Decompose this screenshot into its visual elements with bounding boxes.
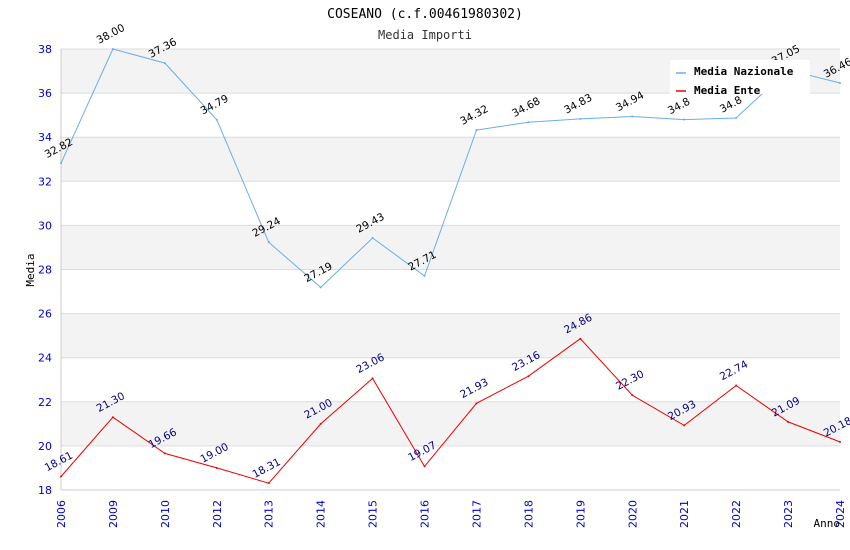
data-point: [839, 81, 841, 84]
data-point: [735, 117, 738, 120]
data-point: [839, 440, 841, 443]
y-tick-label: 34: [38, 131, 52, 144]
chart-title: COSEANO (c.f.00461980302): [327, 7, 523, 22]
grid-band: [61, 93, 840, 138]
y-tick-label: 28: [38, 264, 52, 277]
data-point: [163, 452, 166, 455]
y-tick-label: 26: [38, 308, 52, 321]
data-point: [371, 377, 374, 380]
y-tick-label: 20: [38, 440, 52, 453]
data-point: [60, 162, 62, 165]
data-point: [111, 416, 114, 419]
data-point: [111, 48, 114, 50]
data-label: 38.00: [95, 22, 127, 47]
x-tick-label: 2013: [263, 500, 276, 528]
legend-background: [670, 60, 810, 94]
x-tick-label: 2021: [678, 500, 691, 528]
data-point: [475, 129, 478, 132]
data-point: [735, 384, 738, 387]
data-point: [683, 118, 686, 121]
grid-band: [61, 401, 840, 446]
data-point: [267, 241, 270, 244]
legend: Media Nazionale Media Ente: [670, 60, 810, 97]
data-point: [579, 117, 582, 120]
x-tick-label: 2016: [419, 500, 432, 528]
series-lines: [60, 48, 841, 485]
x-tick-label: 2010: [159, 500, 172, 528]
grid-bands: [61, 49, 840, 490]
grid-band: [61, 313, 840, 358]
y-tick-label: 38: [38, 43, 52, 56]
data-point: [215, 466, 218, 469]
x-tick-label: 2012: [211, 500, 224, 528]
x-tick-label: 2022: [730, 500, 743, 528]
grid-band: [61, 445, 840, 490]
data-point: [371, 236, 374, 239]
data-point: [319, 286, 322, 289]
x-tick-label: 2006: [55, 500, 68, 528]
y-tick-labels: 18 20 22 24 26 28 30 32 34 36 38: [38, 43, 52, 497]
x-tick-label: 2017: [470, 500, 483, 528]
y-tick-label: 18: [38, 484, 52, 497]
grid-band: [61, 357, 840, 402]
y-tick-label: 30: [38, 219, 52, 232]
data-point: [527, 375, 530, 378]
data-point: [579, 337, 582, 340]
grid-band: [61, 225, 840, 270]
data-point: [787, 420, 790, 423]
y-axis-label: Media: [24, 253, 37, 286]
legend-label-media-nazionale: Media Nazionale: [694, 65, 794, 78]
x-tick-label: 2024: [834, 500, 847, 528]
data-point: [319, 422, 322, 425]
y-tick-label: 36: [38, 87, 52, 100]
data-point: [60, 475, 62, 478]
series-line-media-ente: [60, 338, 841, 484]
x-tick-label: 2014: [315, 500, 328, 528]
data-point: [527, 121, 530, 124]
grid-band: [61, 269, 840, 314]
legend-label-media-ente: Media Ente: [694, 84, 761, 97]
data-point: [423, 465, 426, 468]
data-point: [215, 118, 218, 121]
data-point: [267, 482, 270, 485]
chart-subtitle: Media Importi: [378, 28, 472, 42]
y-tick-label: 22: [38, 396, 52, 409]
axes: [60, 49, 840, 491]
x-tick-label: 2023: [782, 500, 795, 528]
x-tick-label: 2019: [574, 500, 587, 528]
x-tick-label: 2009: [107, 500, 120, 528]
data-point: [631, 115, 634, 118]
y-tick-label: 24: [38, 352, 52, 365]
data-point: [163, 62, 166, 65]
x-tick-label: 2020: [626, 500, 639, 528]
data-point: [475, 402, 478, 405]
x-tick-labels: 2006 2009 2010 2012 2013 2014 2015 2016 2017 2018…: [55, 500, 847, 528]
x-axis-label: Anno: [814, 517, 841, 530]
data-point: [683, 424, 686, 427]
series-line-media-nazionale: [60, 48, 841, 289]
grid-band: [61, 137, 840, 182]
x-tick-label: 2015: [367, 500, 380, 528]
x-tick-label: 2018: [522, 500, 535, 528]
y-tick-label: 32: [38, 175, 52, 188]
data-point: [631, 394, 634, 397]
data-point: [423, 274, 426, 277]
